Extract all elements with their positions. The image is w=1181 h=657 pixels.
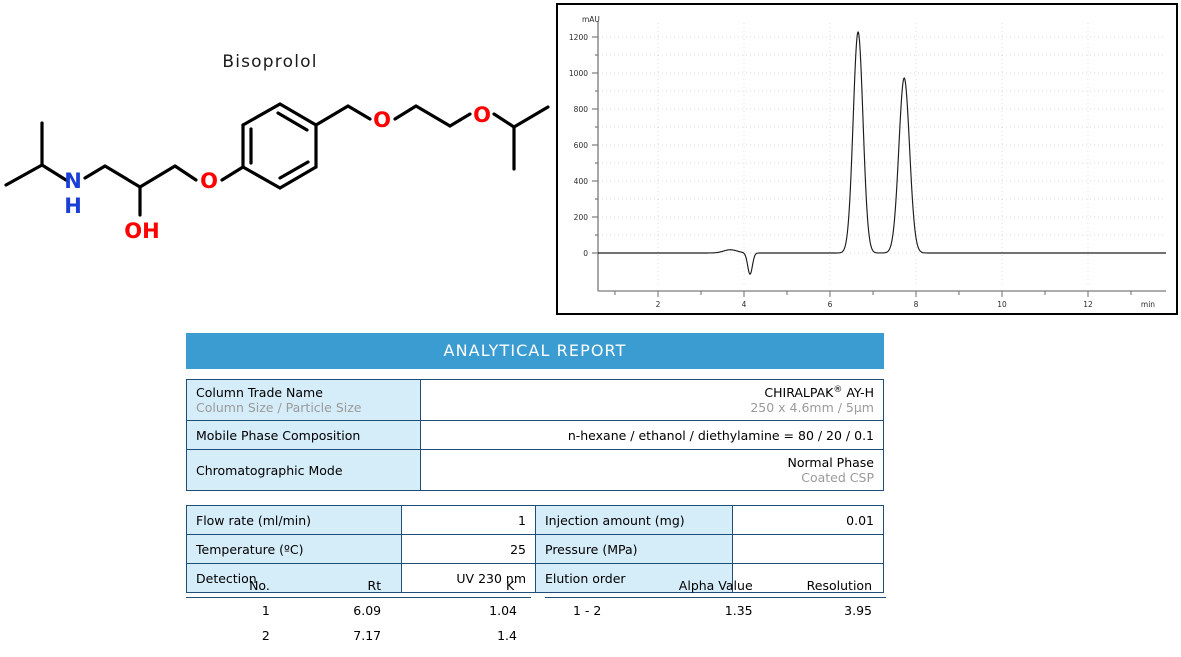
registered-mark-icon: ® bbox=[833, 385, 843, 395]
peaks-results-block: No. Rt K′ 1 6.09 1.04 2 7.17 1.4 bbox=[186, 575, 531, 648]
peaks-table: No. Rt K′ 1 6.09 1.04 2 7.17 1.4 bbox=[186, 575, 531, 648]
svg-text:12: 12 bbox=[1083, 300, 1093, 309]
peaks-header-rt: Rt bbox=[299, 575, 418, 598]
peak-rt: 6.09 bbox=[353, 603, 382, 618]
table-header-row: Alpha Value Resolution bbox=[545, 575, 886, 598]
column-size-value: 250 x 4.6mm / 5µm bbox=[750, 400, 874, 416]
y-axis-tick-labels: 0 200 400 600 800 1000 1200 bbox=[569, 33, 588, 258]
column-trade-name-label-cell: Column Trade Name Column Size / Particle… bbox=[186, 378, 421, 422]
chromatographic-mode-value-cell: Normal Phase Coated CSP bbox=[420, 449, 884, 492]
column-trade-name-value-cell: CHIRALPAK® AY-H 250 x 4.6mm / 5µm bbox=[420, 378, 884, 422]
table-row: Flow rate (ml/min) 1 Injection amount (m… bbox=[186, 505, 884, 536]
analytical-report: ANALYTICAL REPORT Column Trade Name Colu… bbox=[186, 333, 884, 594]
peak-k: 1.4 bbox=[497, 628, 517, 643]
molecule-panel: Bisoprolol bbox=[0, 0, 556, 320]
peak-no: 2 bbox=[261, 628, 270, 643]
table-row: Column Trade Name Column Size / Particle… bbox=[186, 378, 884, 422]
separation-header-alpha: Alpha Value bbox=[647, 575, 767, 598]
main-parameters-table-wrap: Column Trade Name Column Size / Particle… bbox=[186, 378, 884, 492]
column-grade-text: AY-H bbox=[842, 385, 874, 401]
temperature-label: Temperature (ºC) bbox=[186, 534, 402, 565]
csp-type-value: Coated CSP bbox=[801, 470, 874, 486]
mobile-phase-label: Mobile Phase Composition bbox=[196, 427, 361, 443]
report-header-title: ANALYTICAL REPORT bbox=[186, 333, 884, 369]
molecule-structure-diagram: N H OH O O O bbox=[4, 102, 550, 243]
svg-text:600: 600 bbox=[574, 141, 589, 150]
x-axis-title: min bbox=[1141, 300, 1155, 309]
chromatographic-mode-value: Normal Phase bbox=[787, 455, 874, 471]
atom-label-nitrogen: N bbox=[64, 169, 82, 193]
injection-amount-label: Injection amount (mg) bbox=[535, 505, 733, 536]
separation-header-resolution: Resolution bbox=[766, 575, 886, 598]
mobile-phase-value-cell: n-hexane / ethanol / diethylamine = 80 /… bbox=[420, 420, 884, 451]
table-row: 1 - 2 1.35 3.95 bbox=[545, 598, 886, 624]
table-row: Chromatographic Mode Normal Phase Coated… bbox=[186, 449, 884, 492]
svg-text:400: 400 bbox=[574, 177, 589, 186]
separation-resolution: 3.95 bbox=[844, 603, 872, 618]
x-axis-tick-labels: 2 4 6 8 10 12 bbox=[656, 300, 1093, 309]
atom-label-hydroxyl: OH bbox=[124, 219, 159, 243]
chromatographic-mode-label-cell: Chromatographic Mode bbox=[186, 449, 421, 492]
separation-table: Alpha Value Resolution 1 - 2 1.35 3.95 bbox=[545, 575, 886, 623]
table-row: Mobile Phase Composition n-hexane / etha… bbox=[186, 420, 884, 451]
atom-label-hydrogen: H bbox=[64, 194, 82, 218]
separation-pair: 1 - 2 bbox=[573, 603, 602, 618]
peaks-header-no: No. bbox=[186, 575, 300, 598]
chromatogram-panel: 0 200 400 600 800 1000 1200 mAU bbox=[556, 3, 1178, 315]
mobile-phase-label-cell: Mobile Phase Composition bbox=[186, 420, 421, 451]
x-axis-ticks bbox=[614, 291, 1132, 297]
chiralpak-text: CHIRALPAK bbox=[764, 385, 834, 401]
bond-lines bbox=[4, 102, 550, 217]
temperature-value: 25 bbox=[401, 534, 536, 565]
table-row: Temperature (ºC) 25 Pressure (MPa) bbox=[186, 534, 884, 565]
flow-rate-label: Flow rate (ml/min) bbox=[186, 505, 402, 536]
y-axis-title: mAU bbox=[582, 15, 600, 24]
column-trade-name-label: Column Trade Name bbox=[196, 385, 323, 401]
svg-text:10: 10 bbox=[997, 300, 1007, 309]
mobile-phase-value: n-hexane / ethanol / diethylamine = 80 /… bbox=[567, 427, 874, 443]
separation-results-block: Alpha Value Resolution 1 - 2 1.35 3.95 bbox=[545, 575, 886, 648]
flow-rate-value: 1 bbox=[401, 505, 536, 536]
chromatographic-mode-label: Chromatographic Mode bbox=[196, 462, 343, 478]
table-row: 2 7.17 1.4 bbox=[186, 623, 531, 648]
injection-amount-value: 0.01 bbox=[732, 505, 884, 536]
y-axis-ticks bbox=[592, 36, 598, 254]
chromatogram-trace bbox=[598, 31, 1166, 275]
pressure-value bbox=[732, 534, 884, 565]
separation-header-blank bbox=[545, 575, 648, 598]
svg-text:0: 0 bbox=[583, 249, 588, 258]
peak-rt: 7.17 bbox=[353, 628, 382, 643]
pressure-label: Pressure (MPa) bbox=[535, 534, 733, 565]
column-size-label: Column Size / Particle Size bbox=[196, 400, 362, 416]
results-section: No. Rt K′ 1 6.09 1.04 2 7.17 1.4 bbox=[186, 575, 886, 648]
svg-text:1200: 1200 bbox=[569, 33, 588, 42]
main-parameters-table: Column Trade Name Column Size / Particle… bbox=[186, 378, 884, 492]
table-header-row: No. Rt K′ bbox=[186, 575, 531, 598]
column-trade-name-value: CHIRALPAK® AY-H bbox=[430, 385, 874, 400]
atom-label-oxygen-ether-1: O bbox=[200, 169, 218, 193]
peak-no: 1 bbox=[261, 603, 270, 618]
svg-text:200: 200 bbox=[574, 213, 589, 222]
svg-text:1000: 1000 bbox=[569, 69, 588, 78]
svg-text:4: 4 bbox=[742, 300, 747, 309]
peaks-header-k: K′ bbox=[417, 575, 531, 598]
atom-label-oxygen-ether-3: O bbox=[473, 103, 491, 127]
separation-alpha: 1.35 bbox=[724, 603, 753, 618]
svg-text:8: 8 bbox=[914, 300, 919, 309]
chromatogram-chart: 0 200 400 600 800 1000 1200 mAU bbox=[558, 5, 1176, 313]
svg-text:800: 800 bbox=[574, 105, 589, 114]
atom-label-oxygen-ether-2: O bbox=[373, 108, 391, 132]
peak-k: 1.04 bbox=[489, 603, 517, 618]
svg-text:6: 6 bbox=[828, 300, 833, 309]
molecule-name-label: Bisoprolol bbox=[222, 52, 318, 72]
svg-text:2: 2 bbox=[656, 300, 661, 309]
table-row: 1 6.09 1.04 bbox=[186, 598, 531, 624]
